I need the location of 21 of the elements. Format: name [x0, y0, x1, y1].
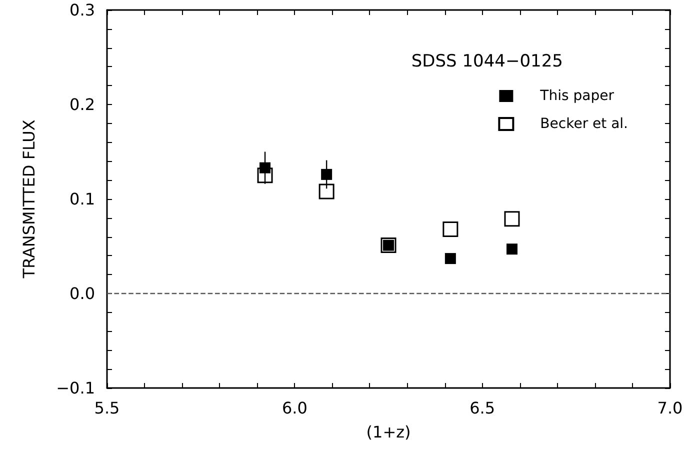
y-tick-label: 0.3 — [70, 0, 95, 20]
text: SDSS 1044−0125 — [411, 52, 563, 72]
legend-label: Becker et al. — [540, 116, 628, 132]
point — [321, 168, 332, 180]
legend-label: This paper — [539, 88, 614, 104]
x-tick-label: 5.5 — [94, 398, 120, 418]
y-tick-label: 0.0 — [70, 284, 95, 303]
point — [260, 162, 271, 174]
point — [318, 184, 334, 200]
x-axis-title: (1+z) — [366, 422, 411, 442]
point — [444, 253, 456, 264]
y-axis-title: TRANSMITTED FLUX — [20, 120, 38, 280]
y-tick-label: 0.2 — [70, 95, 95, 114]
y-tick-label: 0.1 — [70, 190, 95, 208]
point — [442, 221, 458, 237]
x-tick-label: 7.0 — [657, 398, 683, 418]
point — [506, 244, 518, 255]
x-tick-label: 6.5 — [470, 398, 496, 418]
point — [504, 211, 520, 227]
y-tick-label: −0.1 — [56, 378, 95, 398]
x-tick-label: 6.0 — [282, 398, 308, 418]
